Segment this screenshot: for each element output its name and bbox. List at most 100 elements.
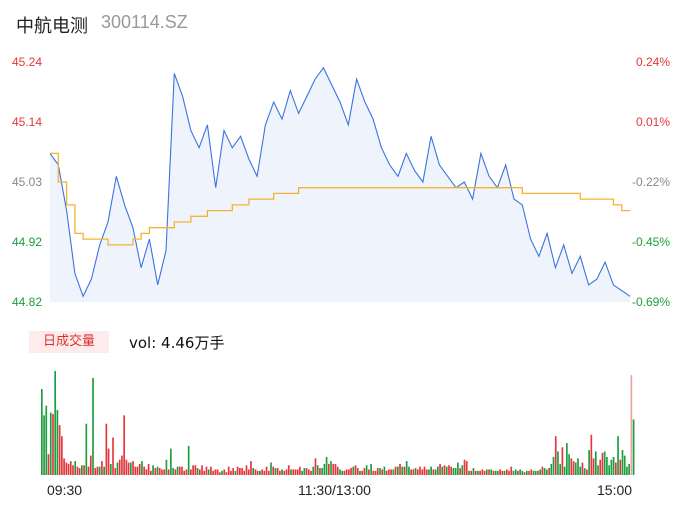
volume-bar <box>414 468 417 475</box>
volume-bar <box>459 468 461 475</box>
volume-bar <box>252 468 255 475</box>
y-left-tick: 45.14 <box>12 115 43 129</box>
volume-bar <box>161 469 163 475</box>
volume-bar <box>350 468 352 475</box>
volume-bar <box>165 459 168 475</box>
volume-bar <box>505 469 508 475</box>
volume-bar <box>608 465 610 475</box>
volume-bar <box>552 456 555 475</box>
volume-bar <box>454 468 457 475</box>
volume-bar <box>261 469 263 475</box>
volume-bar <box>49 412 52 475</box>
volume-bar <box>158 468 161 475</box>
volume-bar <box>534 470 537 475</box>
volume-bar <box>586 469 588 475</box>
volume-bar <box>259 470 261 475</box>
volume-bar <box>492 470 495 475</box>
volume-bar <box>152 465 154 475</box>
volume-bar <box>250 461 252 475</box>
volume-bar <box>241 468 243 475</box>
volume-bar <box>247 469 250 475</box>
volume-bar <box>287 465 290 475</box>
volume-bar <box>452 468 455 475</box>
volume-bar <box>537 470 539 475</box>
volume-bar <box>334 463 337 475</box>
volume-bar <box>303 468 306 475</box>
volume-bar <box>256 470 259 475</box>
stock-name: 中航电测 <box>16 16 88 37</box>
volume-bar <box>461 465 464 475</box>
volume-bar <box>43 415 45 475</box>
volume-bar <box>574 462 577 475</box>
volume-bar <box>212 470 214 475</box>
volume-bar <box>423 466 426 475</box>
price-area <box>50 67 630 302</box>
volume-bar <box>597 465 599 475</box>
volume-bar <box>339 469 341 475</box>
volume-bar <box>512 470 515 475</box>
volume-bar <box>203 470 206 475</box>
volume-bar <box>134 466 137 475</box>
volume-bar <box>294 469 297 475</box>
volume-bar <box>98 466 101 475</box>
volume-bar <box>405 461 408 475</box>
volume-bar <box>323 463 326 475</box>
volume-bar <box>428 469 430 475</box>
volume-bar <box>194 465 197 475</box>
volume-bar <box>561 447 564 475</box>
volume-bar <box>103 466 105 475</box>
stock-code: 300114.SZ <box>101 12 188 32</box>
x-tick-open: 09:30 <box>47 482 83 498</box>
volume-bar <box>301 470 303 475</box>
volume-bar <box>623 455 626 475</box>
volume-bar <box>172 468 174 475</box>
volume-bar <box>336 466 339 475</box>
volume-bar <box>216 469 219 475</box>
volume-bar <box>83 465 85 475</box>
x-tick-close: 15:00 <box>597 482 633 498</box>
volume-bar <box>221 470 223 475</box>
y-left-tick: 44.92 <box>12 235 43 249</box>
volume-bar <box>477 470 479 475</box>
volume-bar <box>385 470 388 475</box>
volume-summary: vol: 4.46万手 <box>129 334 225 352</box>
volume-bar <box>468 470 470 475</box>
volume-bar <box>61 436 63 475</box>
volume-bar <box>314 458 317 475</box>
volume-bar <box>546 469 548 475</box>
volume-bar <box>392 469 395 475</box>
volume-bar <box>267 470 270 475</box>
volume-bar <box>207 469 210 475</box>
volume-bar <box>361 470 364 475</box>
volume-bar <box>143 466 146 475</box>
volume-bar <box>47 454 50 475</box>
volume-bar <box>441 466 444 475</box>
volume-bar <box>94 468 97 475</box>
volume-bar <box>525 470 528 475</box>
volume-bar <box>56 409 59 475</box>
volume-bar <box>363 468 366 475</box>
volume-bar <box>112 437 114 475</box>
volume-bar <box>109 463 112 475</box>
volume-bar <box>408 466 410 475</box>
volume-bar <box>290 469 292 475</box>
volume-bar <box>67 463 70 475</box>
volume-bar <box>494 470 497 475</box>
volume-bar <box>548 468 550 475</box>
average-series-line <box>50 152 630 246</box>
volume-bar <box>319 468 321 475</box>
volume-bar <box>419 466 421 475</box>
volume-bar <box>170 448 172 475</box>
volume-bar <box>63 458 65 475</box>
volume-bar <box>265 466 268 475</box>
volume-bar <box>307 469 310 475</box>
volume-bar <box>65 462 68 475</box>
volume-bar <box>192 465 194 475</box>
volume-bar <box>52 413 54 475</box>
volume-bar <box>445 466 448 475</box>
volume-bar <box>178 466 181 475</box>
volume-bar <box>394 466 397 475</box>
volume-bar <box>270 462 272 475</box>
volume-bar <box>632 419 635 475</box>
